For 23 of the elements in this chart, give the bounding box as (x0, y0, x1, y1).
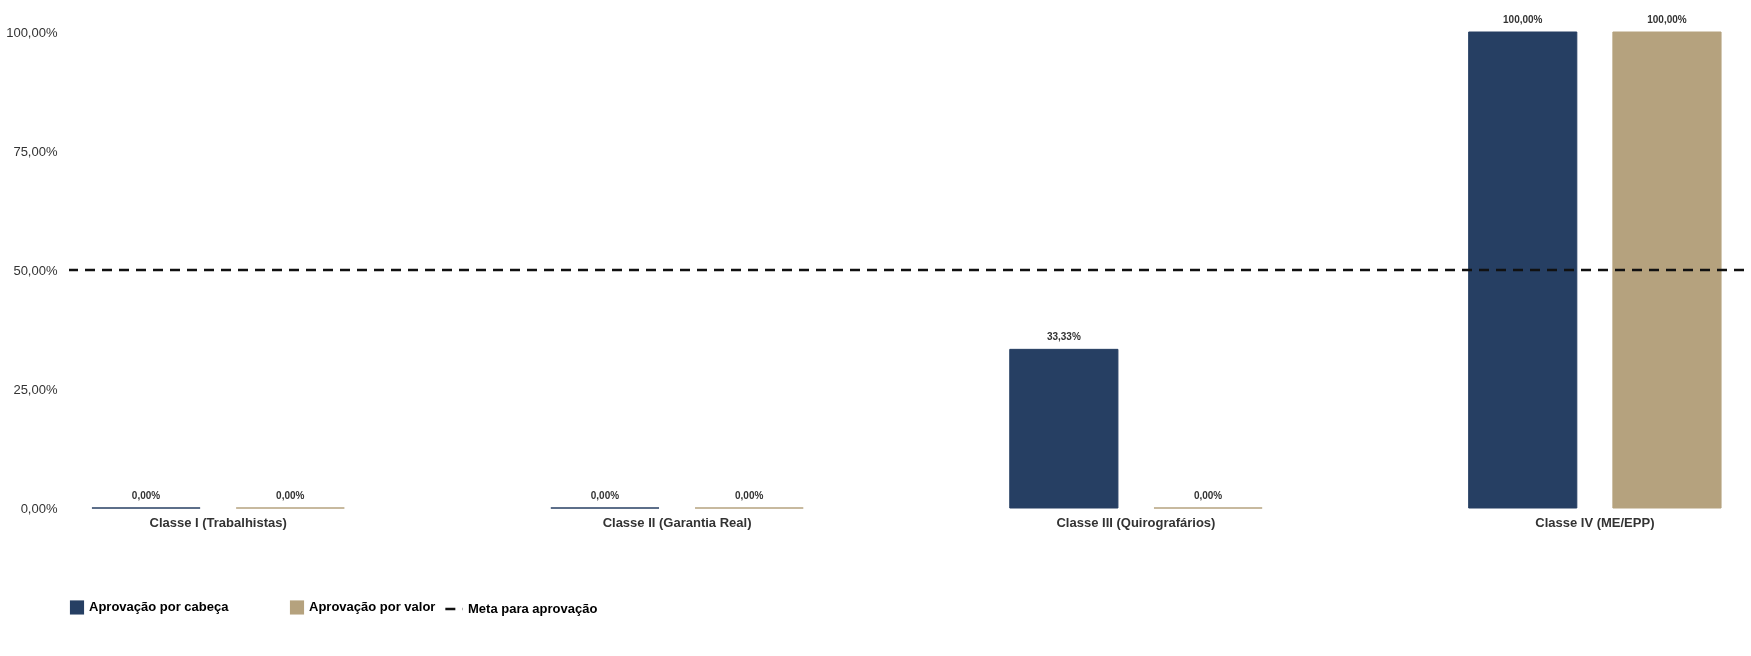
data-label: 0,00% (276, 490, 305, 501)
y-tick-label: 0,00% (20, 500, 58, 516)
data-label: 100,00% (1647, 14, 1687, 25)
y-tick-label: 25,00% (13, 381, 58, 397)
data-label: 0,00% (1193, 490, 1223, 501)
x-tick-label: Classe II (Garantia Real) (602, 514, 752, 530)
data-label: 100,00% (1503, 14, 1543, 25)
y-tick-label: 50,00% (13, 262, 58, 278)
bar (1468, 31, 1578, 509)
data-label: 0,00% (590, 490, 620, 501)
bar (1612, 31, 1722, 509)
data-label: 0,00% (131, 490, 161, 501)
x-tick-label: Classe I (Trabalhistas) (149, 514, 287, 530)
x-tick-label: Classe III (Quirografários) (1056, 514, 1216, 530)
y-tick-label: 75,00% (13, 143, 58, 159)
x-tick-label: Classe IV (ME/EPP) (1535, 514, 1655, 530)
legend-label: Aprovação por valor (309, 599, 436, 615)
data-label: 0,00% (734, 490, 764, 501)
y-tick-label: 100,00% (6, 24, 58, 40)
bar (1009, 348, 1119, 509)
data-label: 33,33% (1046, 331, 1081, 343)
legend-label: Meta para aprovação (468, 601, 598, 616)
legend-label: Aprovação por cabeça (89, 599, 230, 615)
